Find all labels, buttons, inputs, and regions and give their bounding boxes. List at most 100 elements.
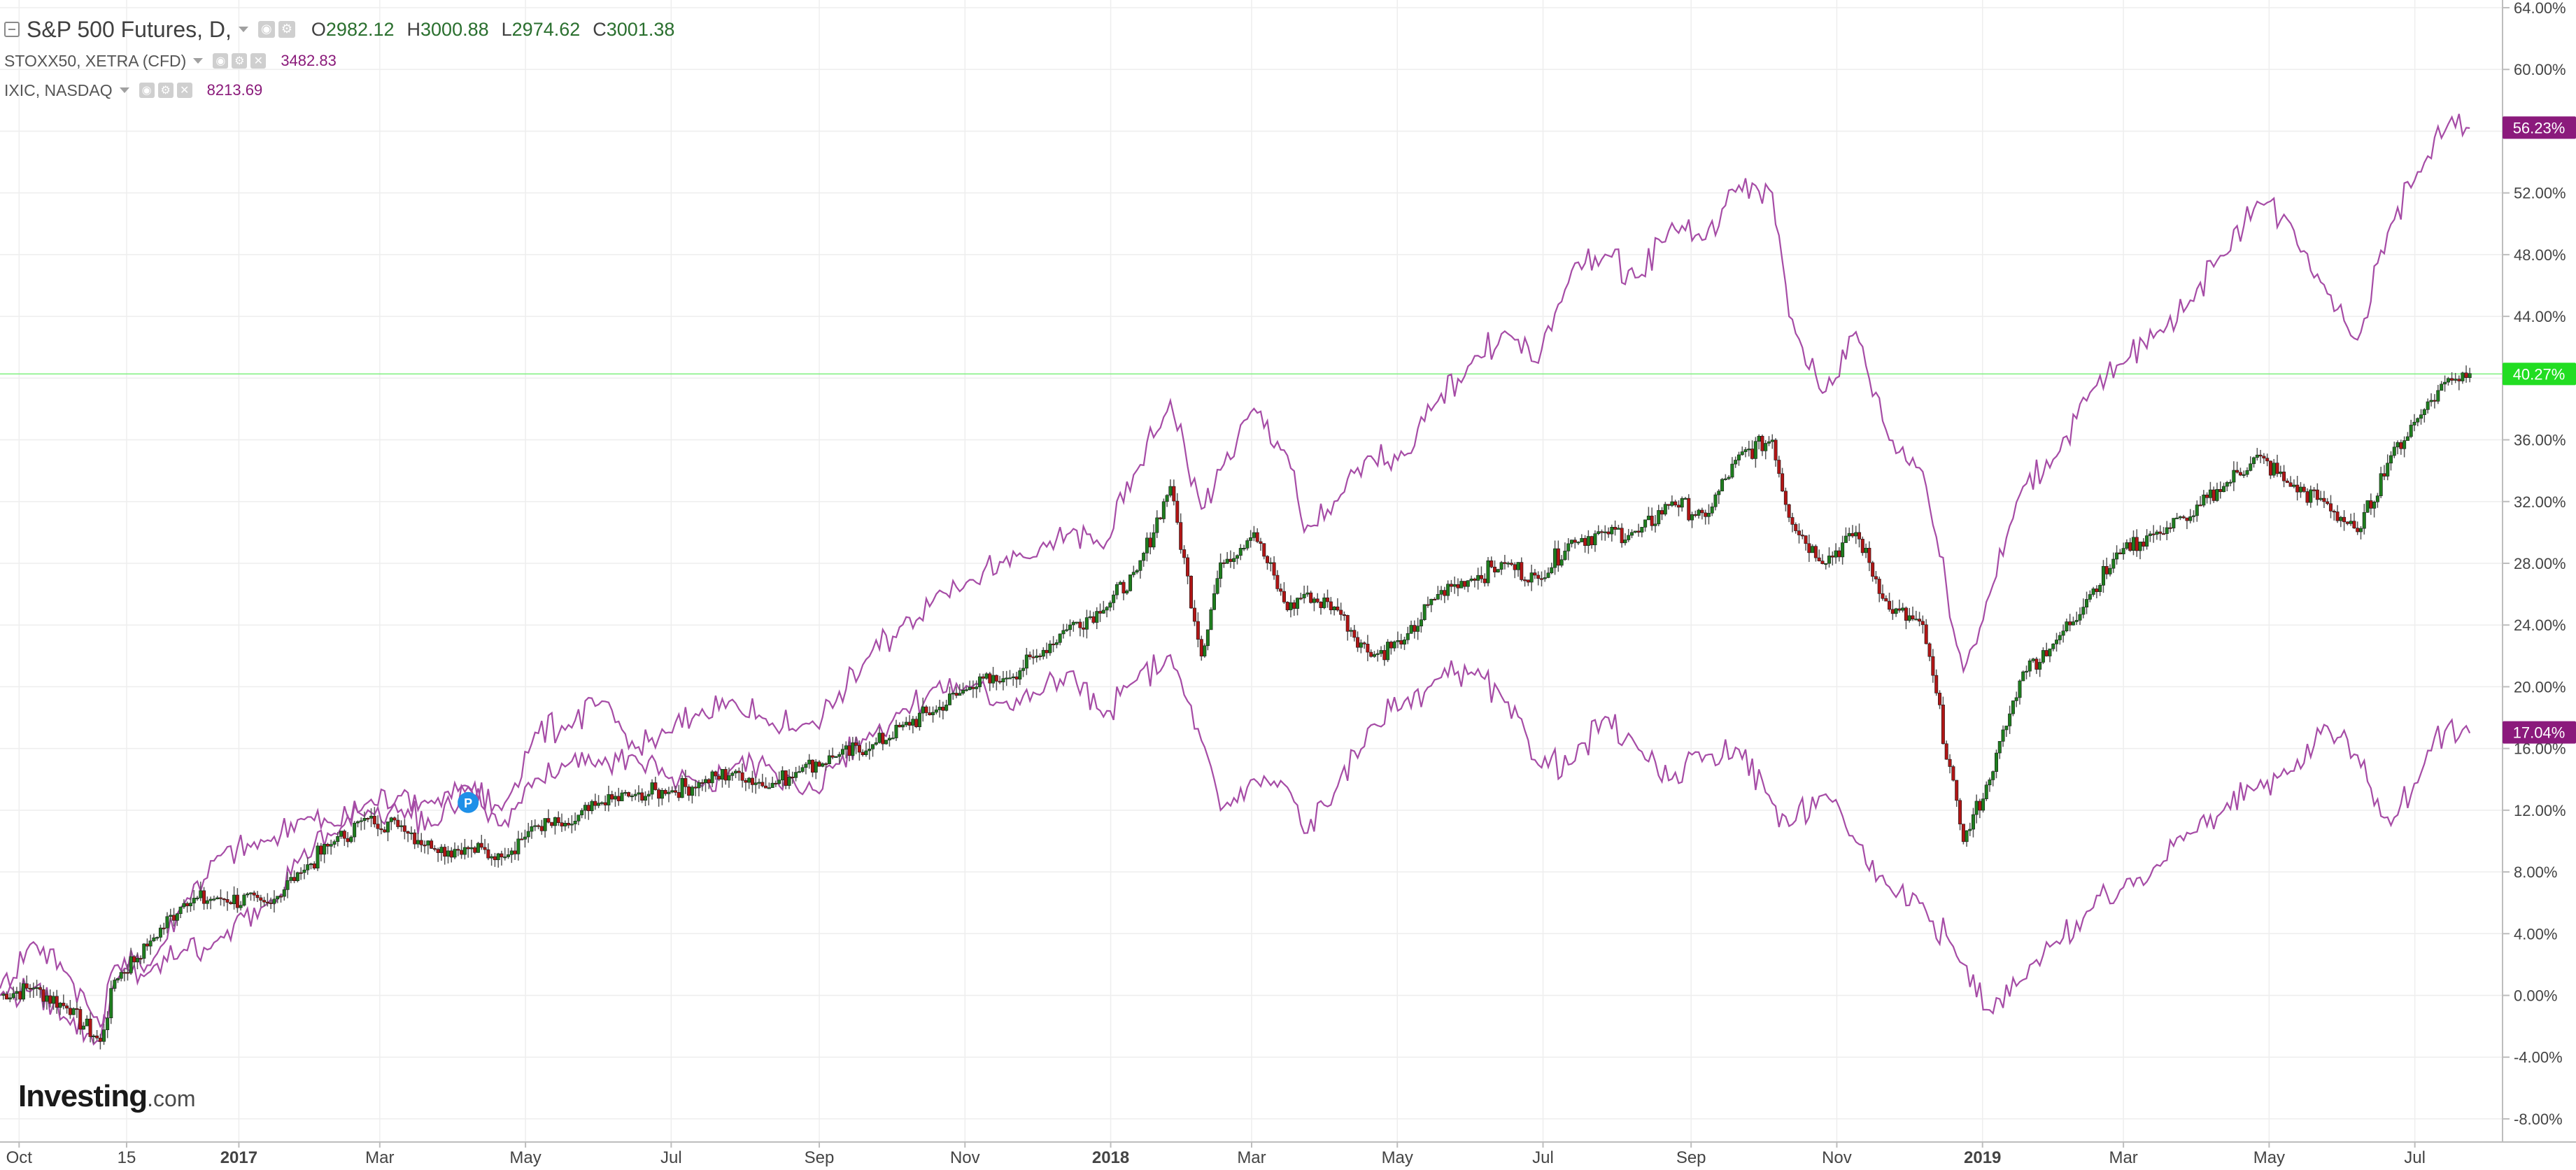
y-tick-label: 24.00% (2514, 616, 2566, 634)
candle-up (208, 898, 213, 901)
candle-up (1586, 536, 1590, 546)
candle-up (302, 869, 306, 873)
gear-icon[interactable]: ⚙ (232, 53, 248, 69)
pin-marker-label: P (464, 796, 472, 810)
candle-down (784, 770, 788, 786)
candle-up (119, 972, 123, 979)
candle-down (456, 849, 460, 851)
eye-icon[interactable]: ◉ (139, 83, 155, 98)
candle-up (1011, 676, 1015, 679)
close-icon[interactable]: ✕ (250, 53, 267, 69)
chevron-down-icon[interactable] (238, 27, 248, 32)
candle-up (1402, 640, 1406, 644)
y-tick-label: 4.00% (2514, 925, 2557, 943)
candle-up (757, 782, 761, 784)
candle-up (2021, 671, 2025, 682)
eye-icon[interactable]: ◉ (257, 21, 275, 38)
candle-down (1704, 512, 1708, 517)
candle-down (1911, 615, 1915, 620)
candle-up (1971, 814, 1975, 830)
candle-down (1650, 516, 1654, 526)
candle-down (1052, 643, 1056, 645)
candle-down (539, 826, 544, 831)
candle-up (1847, 533, 1851, 537)
candle-up (787, 776, 791, 786)
candle-up (2222, 486, 2226, 493)
compare-value: 3482.83 (281, 52, 337, 69)
candle-down (907, 721, 912, 726)
candle-up (2038, 662, 2042, 670)
candle-down (162, 927, 166, 929)
compare-symbol-label[interactable]: IXIC, NASDAQ (4, 80, 113, 99)
candle-up (2426, 401, 2430, 410)
chevron-down-icon[interactable] (193, 58, 204, 64)
candle-up (15, 991, 19, 994)
legend-compare-ixic[interactable]: IXIC, NASDAQ ◉ ⚙ ✕ 8213.69 (4, 76, 674, 105)
candle-up (2208, 489, 2212, 498)
candle-up (1496, 569, 1500, 572)
candle-down (265, 901, 269, 903)
candle-down (610, 794, 614, 800)
y-tick-label: 0.00% (2514, 987, 2557, 1004)
candle-down (2302, 486, 2306, 492)
candle-down (1951, 766, 1955, 781)
candle-up (2461, 372, 2465, 381)
candle-up (730, 773, 735, 776)
candle-up (2362, 512, 2366, 529)
candle-down (740, 772, 744, 781)
candle-down (2356, 528, 2360, 533)
candle-up (975, 686, 979, 689)
candle-down (1666, 504, 1671, 506)
candle-down (817, 761, 821, 767)
eye-icon[interactable]: ◉ (213, 53, 229, 69)
candle-down (1817, 557, 1821, 561)
candle-up (2188, 516, 2193, 521)
candle-down (185, 903, 190, 906)
candle-up (1429, 598, 1434, 605)
candle-up (864, 750, 868, 755)
candle-down (392, 817, 397, 821)
candle-up (1131, 572, 1135, 575)
candle-up (734, 770, 738, 774)
candle-up (1965, 830, 1969, 843)
candle-down (1693, 514, 1697, 516)
y-tick-label: 8.00% (2514, 864, 2557, 881)
compare-value: 8213.69 (206, 81, 263, 99)
chevron-down-icon[interactable] (119, 87, 129, 93)
candle-down (603, 802, 607, 805)
candle-up (205, 900, 209, 904)
candle-down (1369, 651, 1373, 657)
close-icon[interactable]: ✕ (176, 83, 192, 98)
candle-up (1841, 542, 1845, 558)
legend-compare-stoxx50[interactable]: STOXX50, XETRA (CFD) ◉ ⚙ ✕ 3482.83 (4, 46, 674, 76)
candle-up (152, 937, 156, 941)
candle-down (791, 776, 795, 779)
candle-up (155, 937, 160, 939)
candle-up (1128, 575, 1133, 591)
time-axis[interactable]: Oct 15 2017 Mar May Jul Sep Nov 2018 Mar May Jul Sep… (6, 1142, 2426, 1167)
candle-up (968, 686, 972, 690)
candle-up (306, 864, 310, 871)
candle-up (1723, 478, 1727, 480)
candle-up (2115, 552, 2119, 560)
gear-icon[interactable]: ⚙ (278, 21, 295, 38)
candle-up (1743, 449, 1748, 452)
candle-up (399, 825, 404, 827)
candle-up (2365, 500, 2370, 513)
gear-icon[interactable]: ⚙ (157, 83, 174, 98)
main-symbol-label[interactable]: S&P 500 Futures, D, (27, 16, 232, 42)
x-tick-label: Jul (660, 1148, 682, 1167)
legend-main-series[interactable]: S&P 500 Futures, D, ◉ ⚙ O2982.12 H3000.8… (4, 13, 674, 46)
collapse-legend-button[interactable] (4, 22, 20, 37)
candle-up (1001, 678, 1005, 682)
candle-up (2031, 658, 2035, 661)
candle-up (1670, 501, 1674, 506)
compare-symbol-label[interactable]: STOXX50, XETRA (CFD) (4, 51, 187, 70)
candle-up (1168, 486, 1173, 496)
candle-up (526, 831, 530, 838)
candle-up (911, 719, 915, 726)
candle-down (479, 843, 483, 848)
candle-down (62, 1003, 66, 1006)
